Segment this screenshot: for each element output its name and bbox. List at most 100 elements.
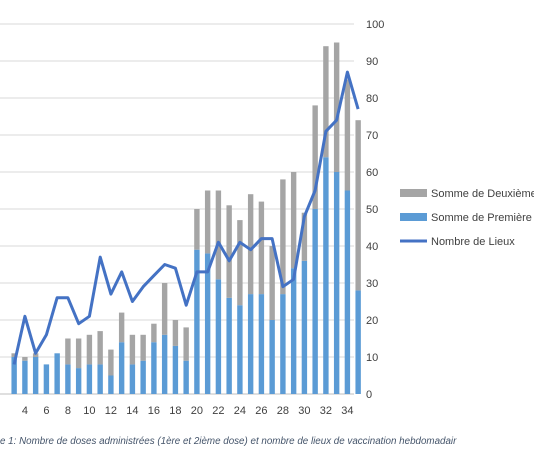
bar-premiere [215, 279, 222, 394]
bar-deuxieme [226, 205, 232, 298]
bar-deuxieme [11, 353, 17, 357]
y-tick-label: 40 [366, 241, 378, 253]
bar-premiere [247, 294, 254, 394]
bar-deuxieme [333, 42, 340, 172]
x-tick-label: 6 [43, 405, 49, 417]
bar-deuxieme [86, 334, 93, 365]
bar-premiere [290, 268, 297, 394]
y-tick-label: 70 [366, 130, 378, 142]
y-tick-label: 0 [366, 389, 372, 401]
y-tick-label: 50 [366, 204, 378, 216]
bar-premiere [172, 345, 179, 394]
bar-premiere [118, 342, 125, 394]
bar-deuxieme [258, 201, 265, 295]
x-tick-label: 8 [65, 405, 71, 417]
x-tick-label: 30 [298, 405, 310, 417]
bar-premiere [22, 360, 28, 394]
bar-deuxieme [323, 46, 329, 158]
x-tick-label: 4 [22, 405, 28, 417]
bar-deuxieme [290, 172, 297, 269]
x-tick-label: 18 [169, 405, 181, 417]
x-tick-label: 10 [83, 405, 95, 417]
bar-deuxieme [32, 353, 39, 357]
bar-deuxieme [312, 105, 318, 209]
x-tick-label: 20 [191, 405, 203, 417]
legend-label-lieux: Nombre de Lieux [431, 236, 515, 248]
bar-premiere [183, 360, 189, 394]
legend: Somme de Deuxième Somme de Première Nomb… [400, 188, 534, 248]
bar-premiere [194, 249, 200, 394]
bar-premiere [204, 253, 211, 394]
x-tick-label: 22 [212, 405, 224, 417]
x-axis-ticks: 4 6 8 10 12 14 16 18 20 22 24 26 28 30 32 34 [22, 405, 354, 417]
legend-swatch-premiere [400, 213, 427, 221]
bar-premiere [11, 357, 17, 394]
bar-deuxieme [269, 246, 275, 320]
bar-premiere [129, 364, 136, 394]
x-tick-label: 24 [234, 405, 246, 417]
bar-deuxieme [301, 212, 308, 261]
bar-premiere [54, 353, 60, 394]
x-tick-label: 26 [255, 405, 267, 417]
bar-premiere [140, 360, 146, 394]
bar-deuxieme [97, 331, 103, 365]
x-tick-label: 16 [148, 405, 160, 417]
bar-deuxieme [22, 357, 28, 361]
figure-caption: e 1: Nombre de doses administrées (1ère … [0, 436, 457, 447]
bar-premiere [333, 172, 340, 394]
bar-premiere [43, 364, 50, 394]
bar-premiere [108, 375, 114, 394]
x-tick-label: 14 [126, 405, 138, 417]
y-tick-label: 90 [366, 56, 378, 68]
bar-premiere [301, 260, 308, 394]
bar-deuxieme [183, 327, 189, 361]
bar-premiere [258, 294, 265, 394]
legend-label-premiere: Somme de Première [431, 212, 532, 224]
bar-deuxieme [355, 120, 361, 291]
bar-deuxieme [129, 334, 136, 365]
bar-premiere [32, 357, 39, 394]
bar-deuxieme [172, 320, 179, 346]
y-tick-label: 10 [366, 352, 378, 364]
y-axis-right-ticks: 0 10 20 30 40 50 60 70 80 90 100 [366, 19, 384, 401]
bar-premiere [280, 294, 286, 394]
legend-label-deuxieme: Somme de Deuxième [431, 188, 534, 200]
bar-premiere [237, 305, 243, 394]
bar-premiere [86, 364, 93, 394]
bar-premiere [269, 320, 275, 394]
bar-premiere [312, 209, 318, 394]
bar-deuxieme [215, 190, 222, 280]
bar-premiere [151, 342, 157, 394]
bar-deuxieme [75, 338, 82, 369]
bar-deuxieme [108, 349, 114, 376]
bar-premiere [344, 190, 351, 394]
y-tick-label: 30 [366, 278, 378, 290]
bar-premiere [65, 364, 71, 394]
x-tick-label: 28 [277, 405, 289, 417]
bar-deuxieme [161, 283, 168, 335]
y-tick-label: 60 [366, 167, 378, 179]
legend-swatch-deuxieme [400, 189, 427, 197]
y-tick-label: 80 [366, 93, 378, 105]
bar-deuxieme [280, 179, 286, 295]
bar-deuxieme [151, 323, 157, 343]
bar-deuxieme [247, 194, 254, 295]
x-tick-label: 34 [341, 405, 353, 417]
bar-deuxieme [65, 338, 71, 365]
bar-deuxieme [344, 79, 351, 191]
bar-premiere [323, 157, 329, 394]
line-series-lieux [12, 70, 360, 365]
y-tick-label: 20 [366, 315, 378, 327]
bar-premiere [75, 368, 82, 394]
bar-premiere [97, 364, 103, 394]
bars [11, 42, 361, 394]
bar-deuxieme [194, 209, 200, 250]
x-tick-label: 32 [320, 405, 332, 417]
y-tick-label: 100 [366, 19, 384, 31]
bar-premiere [226, 297, 232, 394]
x-tick-label: 12 [105, 405, 117, 417]
bar-deuxieme [237, 220, 243, 306]
bar-premiere [355, 290, 361, 394]
bar-deuxieme [118, 312, 125, 343]
